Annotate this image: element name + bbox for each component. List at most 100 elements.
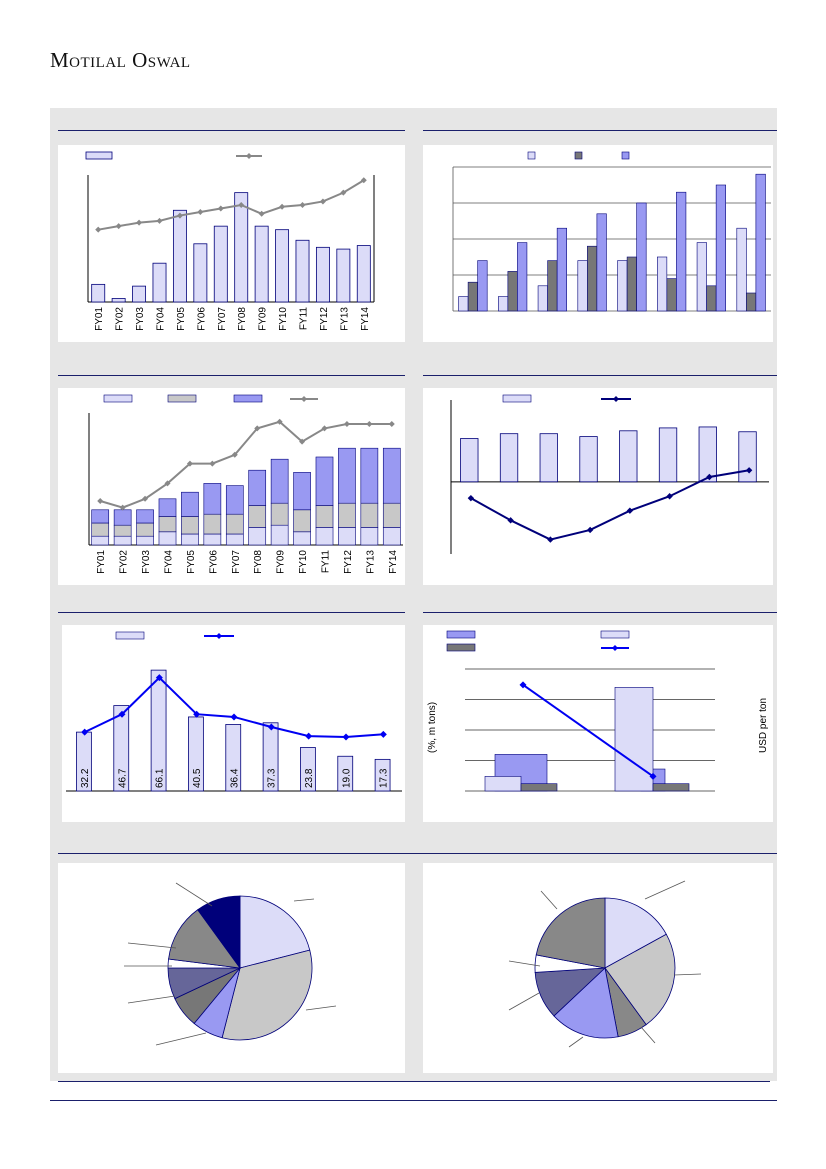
leader-line: [155, 1032, 207, 1046]
x-tick-label: FY03: [135, 307, 146, 331]
line-point: [186, 460, 193, 467]
footer-rule: [58, 1081, 770, 1082]
legend-marker: [246, 153, 252, 159]
bar-bottom: [113, 535, 132, 546]
bar-top: [293, 472, 311, 511]
leader-line: [305, 1005, 337, 1011]
bar: [484, 776, 522, 792]
line-point: [197, 209, 204, 216]
line-point: [115, 223, 122, 230]
line-point: [305, 732, 313, 740]
bar-bottom: [248, 527, 267, 546]
bar-bottom: [293, 531, 311, 546]
bar: [374, 758, 391, 792]
bar: [111, 298, 126, 303]
data-label: 32.2: [80, 768, 91, 788]
bar-s2: [746, 292, 757, 312]
bar-top: [315, 456, 334, 506]
chart6-box: [423, 625, 773, 822]
x-tick-label: FY07: [217, 307, 228, 331]
bar: [520, 783, 558, 792]
bar-top: [158, 498, 177, 517]
line-point: [155, 674, 163, 682]
pie-slice: [604, 933, 676, 1026]
bar-bottom: [91, 535, 110, 546]
line-point: [343, 421, 350, 427]
x-tick-label: FY10: [278, 307, 289, 331]
bar-middle: [338, 502, 356, 528]
bar-middle: [248, 505, 267, 528]
leader-line: [640, 1026, 656, 1044]
bar: [336, 248, 351, 303]
bar-s1: [657, 256, 668, 312]
pie-slice: [553, 967, 619, 1039]
leader-line: [127, 942, 177, 949]
line-point: [586, 526, 594, 534]
bar-s3: [636, 202, 647, 312]
x-tick-label: FY13: [365, 550, 376, 574]
line-point: [279, 203, 286, 210]
legend-swatch-bar: [502, 394, 532, 403]
bar: [315, 246, 330, 303]
line-point: [321, 425, 328, 432]
section-rule: [58, 853, 777, 854]
chart4-box: [423, 388, 773, 585]
bar-s1: [537, 285, 548, 312]
chart2: [452, 151, 771, 312]
line-point: [164, 480, 171, 487]
bar: [275, 229, 290, 303]
legend-swatch: [446, 643, 476, 652]
data-label: 17.3: [379, 768, 390, 788]
x-tick-label: FY13: [339, 307, 350, 331]
brand-logo: Motilal Oswal: [50, 48, 191, 72]
bar-bottom: [203, 533, 222, 546]
line-point: [217, 205, 224, 212]
line-point: [156, 217, 163, 224]
bar: [213, 225, 228, 303]
bar-top: [382, 447, 401, 504]
line-point: [95, 226, 102, 233]
bar-bottom: [382, 527, 401, 546]
chart3: FY01 FY02 FY03 FY04 FY05 FY06 FY07 FY08 FY09 FY10…: [88, 394, 403, 574]
data-label: 36.4: [229, 768, 240, 788]
bar-s1: [577, 260, 588, 312]
bar-middle: [315, 505, 334, 528]
pie-slice: [535, 897, 606, 969]
bar-top: [360, 447, 379, 504]
bar-s2: [547, 260, 558, 312]
bar-middle: [113, 524, 132, 537]
line-point: [136, 219, 143, 226]
x-tick-label: FY12: [319, 307, 330, 331]
pie-slice: [197, 895, 241, 970]
bar-s3: [755, 173, 766, 312]
x-tick-label: FY04: [156, 307, 167, 331]
line-point: [467, 494, 475, 502]
bar-bottom: [225, 533, 244, 546]
bar-middle: [181, 516, 199, 535]
bar: [579, 436, 598, 483]
leader-line: [127, 995, 176, 1004]
x-tick-label: FY06: [208, 550, 219, 574]
chart8: [508, 880, 702, 1048]
bar: [295, 239, 310, 303]
line-point: [388, 421, 395, 427]
line-point: [706, 473, 713, 481]
bar-s1: [736, 227, 747, 312]
line-point: [745, 467, 753, 474]
bar: [172, 209, 187, 303]
bar-top: [270, 458, 289, 504]
section-rule: [58, 375, 405, 376]
legend-swatch-s3: [621, 151, 630, 160]
line-point: [360, 177, 367, 184]
x-tick-label: FY01: [94, 307, 105, 331]
line-point: [97, 498, 104, 504]
bar-top: [113, 509, 132, 526]
line-point: [547, 536, 554, 543]
x-tick-label: FY07: [231, 550, 242, 574]
line-point: [299, 201, 306, 208]
legend-swatch: [600, 630, 630, 639]
line-point: [118, 710, 126, 718]
line-point: [366, 421, 373, 427]
bar: [460, 438, 479, 483]
bar-top: [91, 509, 110, 524]
